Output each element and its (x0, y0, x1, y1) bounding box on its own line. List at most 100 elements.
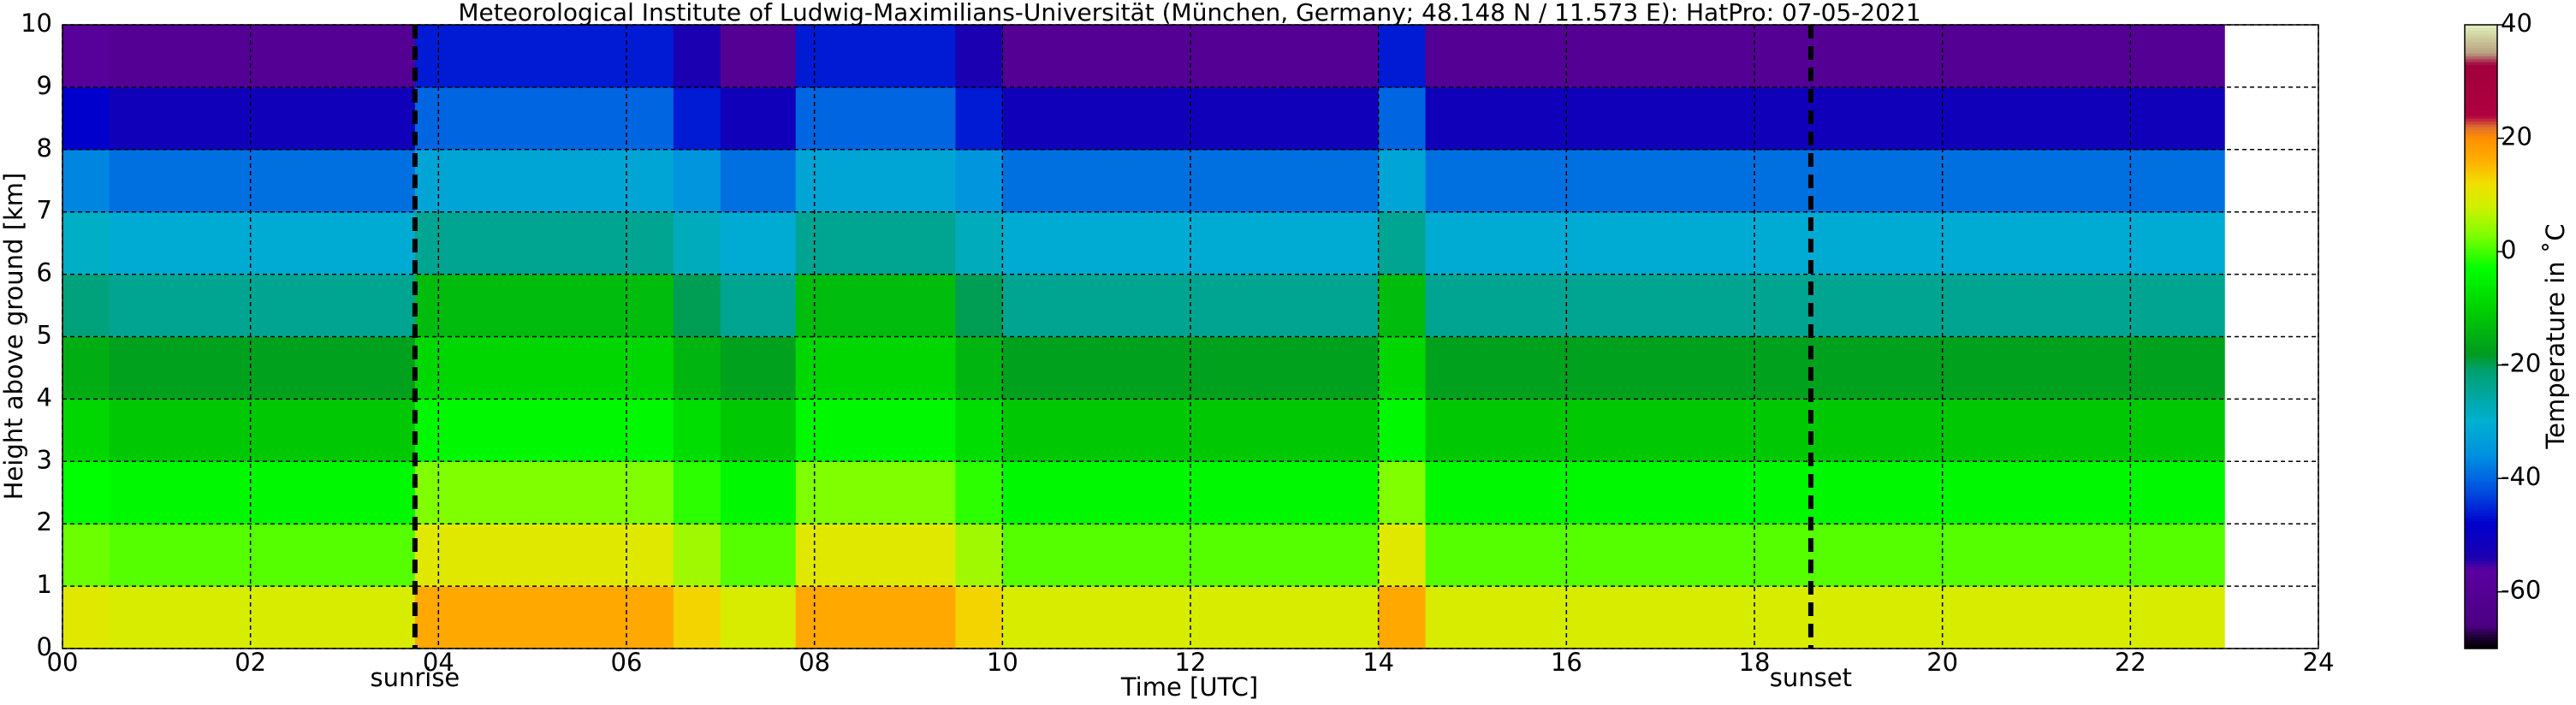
colorbar-segment (2465, 237, 2497, 241)
colorbar-segment (2465, 416, 2497, 420)
heat-cell (1002, 336, 1097, 400)
heat-cell (1425, 524, 1474, 587)
heat-cell (250, 524, 346, 587)
heat-cell (861, 524, 957, 587)
heat-cell (414, 461, 486, 524)
heat-cell (861, 399, 957, 462)
heat-cell (1472, 211, 1567, 275)
heat-cell (156, 399, 252, 462)
heat-cell (795, 399, 863, 462)
heat-cell (156, 86, 252, 151)
colorbar-segment (2465, 464, 2497, 468)
colorbar-segment (2465, 557, 2497, 561)
heat-cell (344, 336, 416, 400)
colorbar-segment (2465, 276, 2497, 281)
heat-cell (414, 524, 486, 587)
heat-cell (673, 399, 721, 462)
heat-cell (109, 399, 157, 462)
heat-cell (485, 586, 580, 649)
colorbar-segment (2465, 62, 2497, 65)
colorbar-segment (2465, 186, 2497, 190)
heat-cell (673, 149, 721, 213)
heat-cell (1566, 399, 1661, 462)
heat-cell (1660, 274, 1755, 338)
colorbar-segment (2465, 268, 2497, 272)
heat-cell (414, 336, 486, 400)
colorbar-segment (2465, 472, 2497, 477)
heat-cell (344, 25, 416, 88)
heat-cell (1754, 461, 1849, 524)
heat-cell (344, 524, 416, 587)
colorbar-segment (2465, 293, 2497, 298)
colorbar-segment (2465, 211, 2497, 216)
colorbar-segment (2465, 407, 2497, 412)
heat-cell (673, 586, 721, 649)
colorbar-segment (2465, 611, 2497, 615)
colorbar-segment (2465, 140, 2497, 145)
colorbar-segment (2465, 138, 2497, 142)
heat-cell (1566, 25, 1661, 88)
colorbar-segment (2465, 183, 2497, 187)
heat-cell (62, 149, 110, 213)
colorbar-segment (2465, 631, 2497, 635)
colorbar-segment (2465, 529, 2497, 533)
heat-cell (109, 149, 157, 213)
heat-cell (1566, 461, 1661, 524)
colorbar-segment (2465, 27, 2497, 32)
colorbar-segment (2465, 470, 2497, 474)
heat-cell (1660, 461, 1755, 524)
heat-cell (250, 336, 346, 400)
heat-cell (673, 86, 721, 151)
y-tick-label: 1 (37, 570, 52, 599)
colorbar-segment (2465, 86, 2497, 91)
heat-cell (156, 586, 252, 649)
colorbar-segment (2465, 364, 2497, 369)
colorbar-segment (2465, 149, 2497, 153)
heat-cell (414, 274, 486, 338)
colorbar-frame (2464, 24, 2498, 649)
colorbar-segment (2465, 311, 2497, 315)
y-tick-label: 8 (37, 133, 52, 163)
heat-cell (673, 524, 721, 587)
heat-cell (2036, 524, 2131, 587)
x-tick-label: 06 (611, 648, 643, 677)
heat-cell (1848, 86, 1944, 151)
heat-cell (1848, 586, 1944, 649)
heat-cell (1942, 524, 2038, 587)
heat-cell (485, 461, 580, 524)
heat-cell (955, 336, 1003, 400)
colorbar-segment (2465, 234, 2497, 239)
colorbar-segment (2465, 351, 2497, 354)
heat-cell (673, 211, 721, 275)
colorbar-segment (2465, 535, 2497, 539)
heat-cell (2130, 586, 2225, 649)
colorbar-segment (2465, 444, 2497, 448)
colorbar-segment (2465, 155, 2497, 159)
colorbar-segment (2465, 421, 2497, 425)
heat-cell (250, 149, 346, 213)
heat-cell (1096, 211, 1191, 275)
colorbar-segment (2465, 634, 2497, 638)
colorbar-segment (2465, 628, 2497, 632)
heat-cell (1848, 461, 1944, 524)
heat-cell (1425, 211, 1474, 275)
chart-title: Meteorological Institute of Ludwig-Maxim… (458, 0, 1920, 27)
y-tick-label: 3 (37, 445, 52, 474)
colorbar-segment (2465, 200, 2497, 204)
colorbar-segment (2465, 220, 2497, 224)
heat-cell (2036, 274, 2131, 338)
heat-cell (1942, 336, 2038, 400)
heat-cell (1378, 461, 1427, 524)
heat-cell (955, 399, 1003, 462)
heat-cell (955, 461, 1003, 524)
heat-cell (1660, 86, 1755, 151)
heat-cell (62, 399, 110, 462)
colorbar-segment (2465, 574, 2497, 578)
heat-cell (1754, 86, 1849, 151)
colorbar-tick-label: -40 (2501, 462, 2541, 491)
heat-cell (485, 336, 580, 400)
colorbar-segment (2465, 282, 2497, 287)
heat-cell (344, 86, 416, 151)
colorbar-segment (2465, 412, 2497, 417)
heat-cell (344, 211, 416, 275)
